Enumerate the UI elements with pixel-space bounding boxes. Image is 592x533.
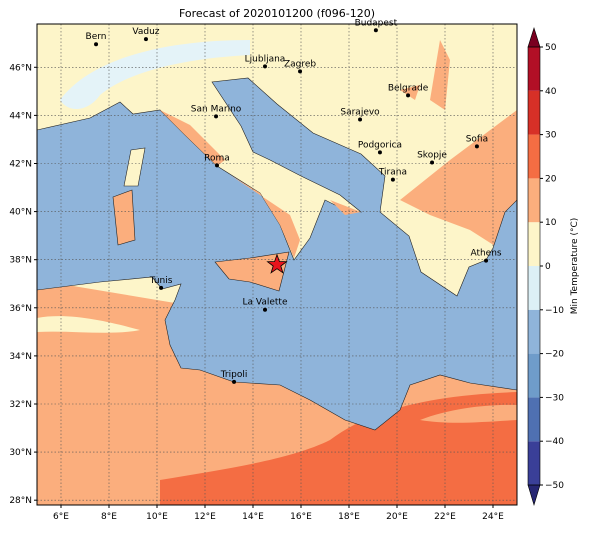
colorbar-tick-label: −20	[545, 350, 564, 360]
mild-area	[37, 316, 140, 333]
city-marker	[390, 177, 395, 182]
city-label: Podgorica	[358, 140, 402, 150]
city-label: San Marino	[191, 104, 242, 114]
city-marker	[232, 379, 237, 384]
colorbar-bin	[528, 178, 540, 223]
colorbar-tick-label: −10	[545, 306, 564, 316]
colorbar-over	[527, 27, 541, 48]
city-marker	[474, 144, 479, 149]
x-tick-label: 14°E	[242, 512, 264, 522]
title: Forecast of 2020101200 (f096-120)	[179, 7, 375, 20]
city-label: Ljubljana	[245, 54, 286, 64]
warm-area	[400, 110, 517, 260]
x-tick-label: 16°E	[290, 512, 312, 522]
y-tick-label: 42°N	[9, 159, 32, 169]
city-label: Athens	[470, 249, 501, 259]
colorbar-bin	[528, 353, 540, 398]
city-label: Tunis	[149, 276, 173, 286]
city-label: Skopje	[417, 151, 447, 161]
city-label: Tirana	[378, 168, 407, 178]
colorbar-tick-label: −30	[545, 393, 564, 403]
cold-area	[60, 40, 250, 110]
city-marker	[159, 285, 164, 290]
colorbar-tick-label: 40	[545, 87, 557, 97]
colorbar-bin	[528, 441, 540, 485]
city-marker	[298, 69, 303, 74]
city-marker	[143, 37, 148, 42]
y-tick-label: 30°N	[9, 448, 32, 458]
colorbar-bin	[528, 134, 540, 179]
x-tick-label: 18°E	[338, 512, 360, 522]
y-tick-label: 44°N	[9, 111, 32, 121]
colorbar-tick-label: 0	[545, 262, 551, 272]
city-marker	[373, 28, 378, 33]
x-tick-label: 12°E	[194, 512, 216, 522]
colorbar-under	[527, 484, 541, 507]
colorbar-bin	[528, 47, 540, 91]
y-tick-label: 38°N	[9, 256, 32, 266]
y-tick-label: 46°N	[9, 63, 32, 73]
x-tick-label: 20°E	[386, 512, 408, 522]
corsica	[123, 147, 146, 187]
colorbar: −50 −40 −30 −20 −10 0 10 20 30 40 50	[527, 27, 564, 507]
x-tick-label: 10°E	[146, 512, 168, 522]
city-label: Bern	[86, 32, 107, 42]
grid: 6°E 8°E 10°E 12°E 14°E 16°E 18°E 20°E 22°E 24°E 28…	[9, 24, 517, 522]
colorbar-bin	[528, 266, 540, 310]
city-marker	[484, 258, 489, 263]
y-tick-label: 34°N	[9, 352, 32, 362]
city-label: Budapest	[355, 18, 398, 28]
x-tick-label: 8°E	[101, 512, 117, 522]
city-label: La Valette	[243, 298, 288, 308]
warm-area	[230, 175, 361, 258]
x-tick-label: 24°E	[482, 512, 504, 522]
x-tick-label: 6°E	[53, 512, 69, 522]
y-tick-label: 32°N	[9, 400, 32, 410]
colorbar-tick-label: 30	[545, 131, 557, 141]
colorbar-tick-label: 50	[545, 43, 557, 53]
sardinia	[112, 189, 136, 246]
city-label: Belgrade	[388, 83, 429, 93]
city-label: Sofia	[466, 134, 488, 144]
city-label: Sarajevo	[340, 107, 380, 117]
colorbar-bin	[528, 222, 540, 266]
plot-frame	[36, 23, 518, 506]
city-marker	[94, 42, 99, 47]
colorbar-tick-label: −40	[545, 437, 564, 447]
colorbar-bin	[528, 397, 540, 442]
city-label: Tripoli	[220, 370, 248, 380]
colorbar-tick-label: −50	[545, 481, 564, 491]
city-marker	[263, 64, 267, 69]
warm-area	[400, 40, 450, 110]
y-tick-label: 36°N	[9, 304, 32, 314]
city-label: Roma	[204, 153, 230, 163]
city-marker	[377, 150, 382, 155]
colorbar-tick-label: 20	[545, 174, 557, 184]
city-label: Vaduz	[132, 27, 159, 37]
star-marker	[266, 253, 288, 274]
city-marker	[358, 117, 363, 122]
city-marker	[430, 160, 435, 165]
y-tick-label: 40°N	[9, 208, 32, 218]
x-tick-label: 22°E	[434, 512, 456, 522]
colorbar-tick-label: 10	[545, 218, 557, 228]
y-tick-label: 28°N	[9, 496, 32, 506]
warm-area	[160, 110, 225, 166]
city-marker	[215, 163, 219, 168]
colorbar-bin	[528, 309, 540, 354]
colorbar-bin	[528, 90, 540, 135]
city-marker	[214, 114, 219, 119]
city-marker	[406, 93, 411, 98]
city-label: Zagreb	[284, 59, 316, 69]
colorbar-label: Min Temperature (°C)	[570, 218, 580, 315]
city-marker	[263, 307, 267, 312]
